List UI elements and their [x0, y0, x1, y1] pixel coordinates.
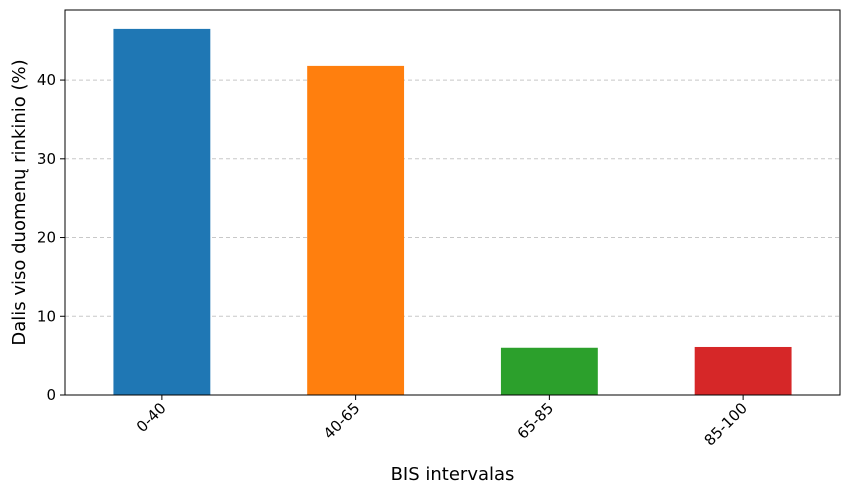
bar-40-65 — [307, 65, 405, 396]
y-tick-label: 40 — [37, 71, 56, 89]
x-axis-ticks: 0-40 40-65 65-85 85-100 — [133, 395, 751, 449]
y-tick-label: 10 — [37, 307, 56, 325]
y-axis-title: Dalis viso duomenų rinkinio (%) — [9, 59, 30, 345]
y-tick-label: 30 — [37, 150, 56, 168]
bar-85-100 — [694, 346, 792, 395]
y-tick-label: 20 — [37, 229, 56, 247]
x-tick-label: 85-100 — [701, 399, 751, 449]
y-axis-ticks: 0 10 20 30 40 — [37, 71, 65, 404]
x-tick-label: 40-65 — [320, 399, 364, 443]
x-axis-title: BIS intervalas — [391, 464, 515, 485]
bar-65-85 — [500, 347, 598, 395]
bar-0-40 — [113, 28, 211, 396]
plot-area-frame — [64, 9, 841, 396]
x-tick-label: 65-85 — [514, 399, 558, 443]
x-tick-label: 0-40 — [133, 399, 170, 436]
bars — [113, 28, 792, 396]
y-tick-label: 0 — [46, 386, 56, 404]
